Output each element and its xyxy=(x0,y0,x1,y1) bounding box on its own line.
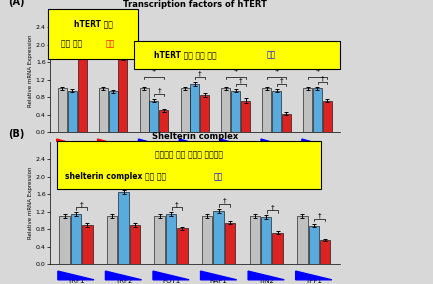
Text: †: † xyxy=(116,45,120,51)
Polygon shape xyxy=(58,271,94,280)
Bar xyxy=(309,226,319,264)
Bar xyxy=(213,211,224,264)
Bar xyxy=(313,88,322,132)
Bar xyxy=(78,45,87,132)
Text: 텔로미어 길이 유지에 관여하는: 텔로미어 길이 유지에 관여하는 xyxy=(155,151,223,160)
Bar xyxy=(130,225,140,264)
Text: hTERT 전사 활성 인자: hTERT 전사 활성 인자 xyxy=(154,51,220,60)
Bar xyxy=(231,91,240,132)
Y-axis label: Relative mRNA Expression: Relative mRNA Expression xyxy=(28,167,33,239)
Bar xyxy=(118,192,129,264)
Bar xyxy=(272,233,283,264)
Bar xyxy=(282,114,291,132)
Text: †: † xyxy=(157,88,161,94)
Text: 감소: 감소 xyxy=(213,172,223,181)
Text: †: † xyxy=(239,78,242,84)
Text: (B): (B) xyxy=(8,129,24,139)
Bar xyxy=(261,217,271,264)
Bar xyxy=(59,216,70,264)
Bar xyxy=(99,88,108,132)
Bar xyxy=(177,228,188,264)
Bar xyxy=(149,101,158,132)
Text: 감소: 감소 xyxy=(267,51,276,60)
Text: *: * xyxy=(275,68,279,77)
Text: *: * xyxy=(233,68,238,77)
Bar xyxy=(191,84,199,132)
Bar xyxy=(107,216,117,264)
Bar xyxy=(109,91,118,132)
Text: †: † xyxy=(318,213,322,219)
Bar xyxy=(225,223,235,264)
Text: †: † xyxy=(175,201,179,207)
Text: *: * xyxy=(315,68,320,77)
Bar xyxy=(68,91,77,132)
Polygon shape xyxy=(302,139,333,148)
Bar xyxy=(221,88,230,132)
Polygon shape xyxy=(179,139,210,148)
Bar xyxy=(297,216,307,264)
Polygon shape xyxy=(296,271,332,280)
Text: *: * xyxy=(152,68,156,77)
Text: (A): (A) xyxy=(8,0,24,7)
Polygon shape xyxy=(220,139,251,148)
Polygon shape xyxy=(97,139,129,148)
Text: †: † xyxy=(280,78,284,84)
Bar xyxy=(58,88,67,132)
Bar xyxy=(159,110,168,132)
Bar xyxy=(140,88,149,132)
Text: †: † xyxy=(198,71,202,77)
Bar xyxy=(202,216,213,264)
Polygon shape xyxy=(57,139,88,148)
Title: Shelterin complex: Shelterin complex xyxy=(152,132,238,141)
Text: †: † xyxy=(80,201,84,207)
Bar xyxy=(181,88,190,132)
Bar xyxy=(303,88,312,132)
Bar xyxy=(82,225,93,264)
Text: 증가: 증가 xyxy=(106,40,115,49)
Polygon shape xyxy=(248,271,284,280)
Text: †: † xyxy=(321,76,324,82)
Bar xyxy=(262,88,271,132)
FancyBboxPatch shape xyxy=(57,141,321,189)
FancyBboxPatch shape xyxy=(48,9,138,59)
Bar xyxy=(119,58,127,132)
Bar xyxy=(249,216,260,264)
Bar xyxy=(71,214,81,264)
Bar xyxy=(272,91,281,132)
Text: shelterin complex 인자 발현: shelterin complex 인자 발현 xyxy=(65,172,169,181)
Bar xyxy=(241,101,250,132)
Text: †: † xyxy=(76,31,79,37)
Text: †: † xyxy=(270,204,274,210)
FancyBboxPatch shape xyxy=(134,41,340,69)
Bar xyxy=(320,240,330,264)
Polygon shape xyxy=(106,271,142,280)
Bar xyxy=(323,101,332,132)
Y-axis label: Relative mRNA Expression: Relative mRNA Expression xyxy=(28,35,33,107)
Bar xyxy=(166,214,176,264)
Polygon shape xyxy=(200,271,237,280)
Bar xyxy=(155,216,165,264)
Polygon shape xyxy=(261,139,292,148)
Text: †: † xyxy=(128,179,131,185)
Text: 억제 인자: 억제 인자 xyxy=(61,40,84,49)
Bar xyxy=(200,95,209,132)
Title: Transcription factors of hTERT: Transcription factors of hTERT xyxy=(123,0,267,9)
Polygon shape xyxy=(153,271,189,280)
Text: hTERT 전사: hTERT 전사 xyxy=(74,19,113,28)
Text: †: † xyxy=(223,198,226,204)
Polygon shape xyxy=(139,139,169,148)
